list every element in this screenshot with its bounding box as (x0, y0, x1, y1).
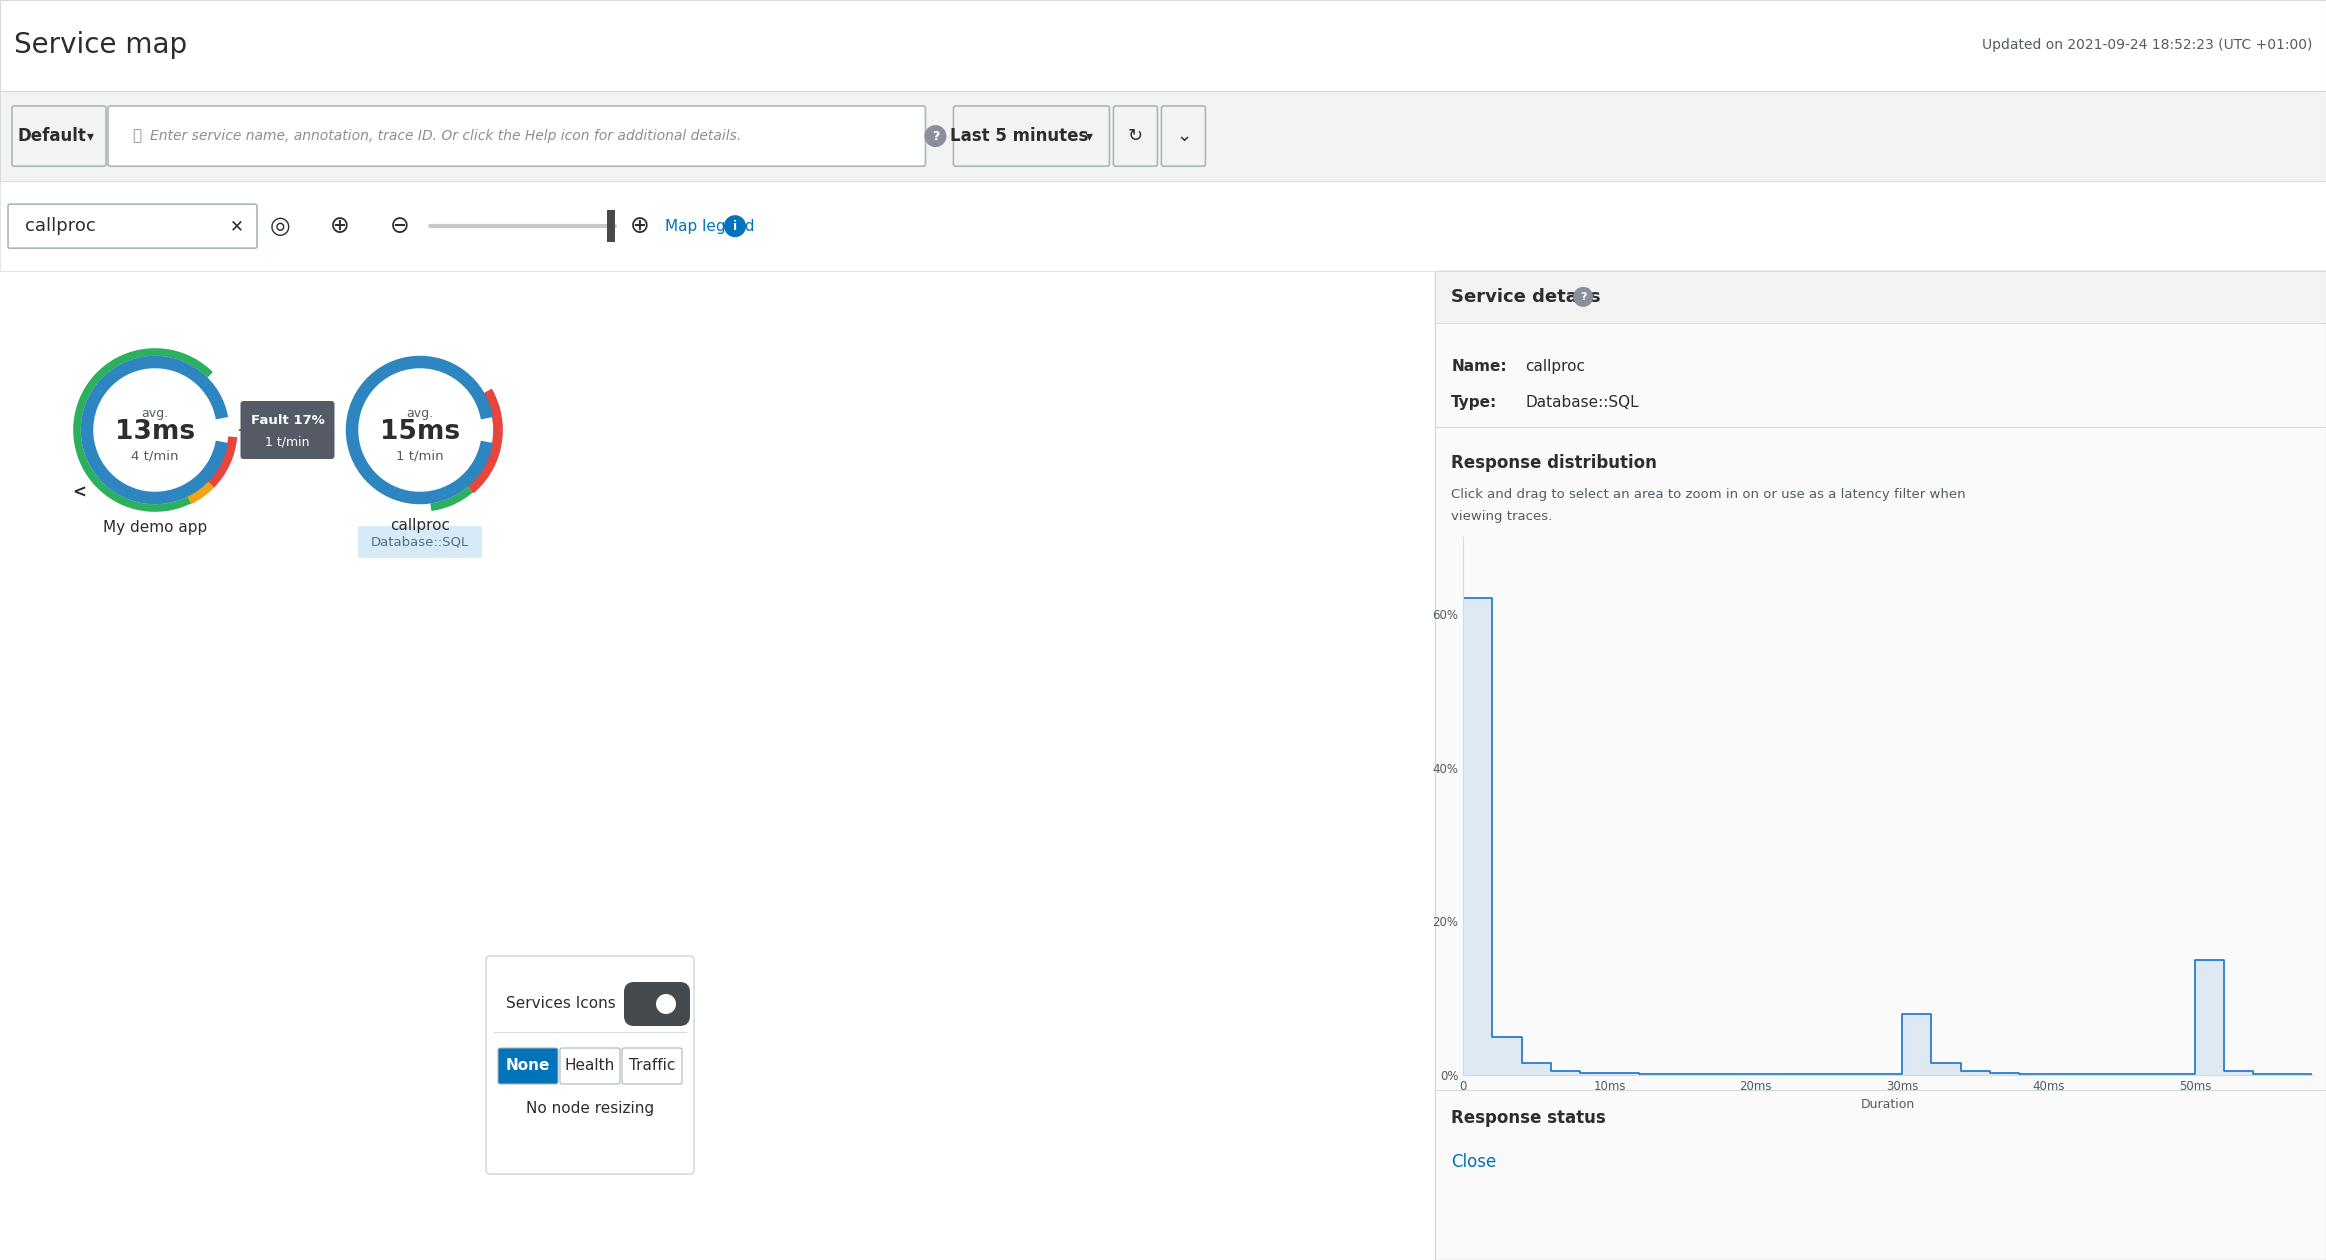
Text: 🔍: 🔍 (133, 129, 142, 144)
Circle shape (100, 374, 212, 486)
Text: Name:: Name: (1451, 359, 1507, 374)
FancyBboxPatch shape (107, 106, 926, 166)
Text: Last 5 minutes: Last 5 minutes (949, 127, 1089, 145)
FancyBboxPatch shape (623, 982, 691, 1026)
Text: ⊕: ⊕ (630, 214, 649, 238)
FancyBboxPatch shape (486, 956, 693, 1174)
Text: callproc: callproc (391, 518, 449, 533)
Text: 13ms: 13ms (114, 420, 195, 445)
Text: Fault 17%: Fault 17% (251, 413, 323, 426)
FancyBboxPatch shape (621, 1048, 682, 1084)
Text: ⊖: ⊖ (391, 214, 409, 238)
Text: callproc: callproc (1526, 359, 1584, 374)
Text: Services Icons: Services Icons (507, 997, 616, 1012)
Text: callproc: callproc (26, 217, 95, 236)
Bar (1435, 271, 2326, 323)
Text: ✕: ✕ (230, 217, 244, 236)
Text: ◎: ◎ (270, 214, 291, 238)
FancyBboxPatch shape (1114, 106, 1158, 166)
Bar (0, 0, 2326, 91)
Text: Database::SQL: Database::SQL (1526, 396, 1640, 411)
Bar (0, 91, 2326, 181)
Circle shape (723, 215, 747, 237)
FancyBboxPatch shape (12, 106, 107, 166)
Text: avg.: avg. (407, 407, 433, 421)
FancyBboxPatch shape (498, 1048, 558, 1084)
X-axis label: Duration: Duration (1861, 1099, 1914, 1111)
Bar (0, 181, 2326, 271)
Text: Response status: Response status (1451, 1109, 1605, 1126)
Text: Updated on 2021-09-24 18:52:23 (UTC +01:00): Updated on 2021-09-24 18:52:23 (UTC +01:… (1982, 38, 2312, 53)
Text: Response distribution: Response distribution (1451, 454, 1656, 472)
Text: None: None (505, 1058, 551, 1074)
Text: No node resizing: No node resizing (526, 1100, 654, 1115)
Text: 1 t/min: 1 t/min (395, 450, 444, 462)
Circle shape (656, 994, 677, 1014)
Circle shape (365, 374, 477, 486)
Text: Traffic: Traffic (628, 1058, 675, 1074)
Text: ?: ? (1579, 292, 1586, 302)
Text: Enter service name, annotation, trace ID. Or click the Help icon for additional : Enter service name, annotation, trace ID… (149, 129, 742, 144)
FancyBboxPatch shape (561, 1048, 621, 1084)
Text: Default: Default (16, 127, 86, 145)
Text: ↻: ↻ (1128, 127, 1142, 145)
Text: 15ms: 15ms (379, 420, 461, 445)
Circle shape (923, 125, 947, 147)
Bar (0, 271, 1435, 1260)
Bar (607, 210, 614, 242)
Text: ?: ? (933, 130, 940, 142)
FancyBboxPatch shape (240, 401, 335, 459)
FancyBboxPatch shape (1161, 106, 1205, 166)
Text: ⌄: ⌄ (1177, 127, 1191, 145)
Text: ⊕: ⊕ (330, 214, 349, 238)
Text: ▾: ▾ (86, 129, 93, 144)
FancyBboxPatch shape (7, 204, 256, 248)
Circle shape (1572, 287, 1593, 307)
FancyBboxPatch shape (358, 525, 481, 558)
Text: Click and drag to select an area to zoom in on or use as a latency filter when: Click and drag to select an area to zoom… (1451, 489, 1965, 501)
Text: avg.: avg. (142, 407, 167, 421)
Text: <: < (72, 484, 86, 501)
Bar (1435, 271, 2326, 1260)
Text: viewing traces.: viewing traces. (1451, 510, 1551, 523)
Text: Database::SQL: Database::SQL (370, 536, 470, 548)
Text: Close: Close (1451, 1153, 1496, 1171)
Text: ▾: ▾ (1086, 129, 1093, 144)
Text: Health: Health (565, 1058, 614, 1074)
Text: Service map: Service map (14, 32, 186, 59)
Text: i: i (733, 219, 737, 233)
Text: 4 t/min: 4 t/min (130, 450, 179, 462)
Text: Service details: Service details (1451, 287, 1600, 306)
Text: 1 t/min: 1 t/min (265, 436, 309, 449)
Text: Map legend: Map legend (665, 219, 754, 233)
Text: Type:: Type: (1451, 396, 1498, 411)
Text: My demo app: My demo app (102, 520, 207, 536)
FancyBboxPatch shape (954, 106, 1110, 166)
